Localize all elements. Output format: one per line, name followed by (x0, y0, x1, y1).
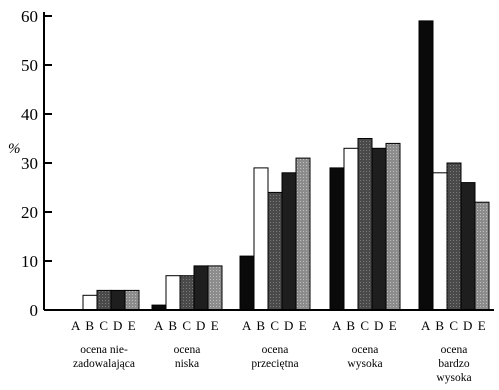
category-label: zadowalająca (73, 358, 135, 370)
y-tick-label: 60 (21, 7, 38, 26)
bar-d-group-5 (460, 182, 476, 311)
series-letter-label: C (360, 318, 369, 333)
bar-c-group-5 (446, 162, 462, 311)
bar-b-group-2 (165, 275, 181, 311)
bar-d-group-1 (110, 289, 126, 311)
bar-d-group-4 (371, 147, 387, 311)
bar-b-group-3 (253, 167, 269, 311)
bar-d-group-3 (281, 172, 297, 311)
series-letter-label: E (299, 318, 307, 333)
series-letter-label: C (270, 318, 279, 333)
bar-e-group-4 (385, 142, 401, 311)
y-tick-label: 0 (30, 301, 39, 320)
bar-e-group-1 (124, 289, 140, 311)
series-letter-label: B (346, 318, 355, 333)
series-letter-label: D (196, 318, 206, 333)
category-label: ocena (441, 344, 468, 356)
series-letter-label: D (374, 318, 384, 333)
series-letter-label: B (435, 318, 444, 333)
series-letter-label: D (113, 318, 123, 333)
series-letter-label: D (463, 318, 473, 333)
series-letter-label: C (449, 318, 458, 333)
bar-b-group-4 (343, 147, 359, 311)
series-letter-label: E (389, 318, 397, 333)
bar-a-group-3 (239, 255, 255, 311)
category-label: ocena nie- (80, 344, 128, 356)
category-label: przeciętna (251, 358, 298, 370)
series-letter-label: B (85, 318, 94, 333)
bar-e-group-2 (207, 265, 223, 311)
series-letter-label: A (154, 318, 164, 333)
bar-b-group-5 (432, 172, 448, 311)
bar-c-group-1 (96, 289, 112, 311)
bar-d-group-2 (193, 265, 209, 311)
series-letter-label: D (284, 318, 294, 333)
y-tick-label: 50 (21, 56, 38, 75)
category-label: ocena (262, 344, 289, 356)
category-label: bardzo (438, 358, 470, 370)
bar-b-group-1 (82, 294, 98, 311)
bar-e-group-3 (295, 157, 311, 311)
y-axis-label: % (8, 141, 21, 157)
series-letter-label: B (256, 318, 265, 333)
series-letter-label: B (168, 318, 177, 333)
bar-c-group-4 (357, 138, 373, 311)
series-letter-label: A (421, 318, 431, 333)
series-letter-label: C (99, 318, 108, 333)
y-tick-label: 30 (21, 154, 38, 173)
series-letter-label: A (71, 318, 81, 333)
category-label: wysoka (436, 372, 471, 384)
series-letter-label: A (332, 318, 342, 333)
category-label: ocena (352, 344, 379, 356)
y-tick-label: 10 (21, 252, 38, 271)
y-tick-label: 20 (21, 203, 38, 222)
series-letter-label: E (211, 318, 219, 333)
bar-c-group-3 (267, 191, 283, 311)
series-letter-label: A (242, 318, 252, 333)
category-label: ocena (174, 344, 201, 356)
bar-c-group-2 (179, 275, 195, 311)
bar-e-group-5 (474, 201, 490, 311)
series-letter-label: C (182, 318, 191, 333)
y-tick-label: 40 (21, 105, 38, 124)
category-label: wysoka (347, 358, 382, 370)
bar-a-group-4 (329, 167, 345, 311)
bar-a-group-5 (418, 20, 434, 311)
category-label: niska (175, 358, 199, 370)
series-letter-label: E (478, 318, 486, 333)
series-letter-label: E (128, 318, 136, 333)
